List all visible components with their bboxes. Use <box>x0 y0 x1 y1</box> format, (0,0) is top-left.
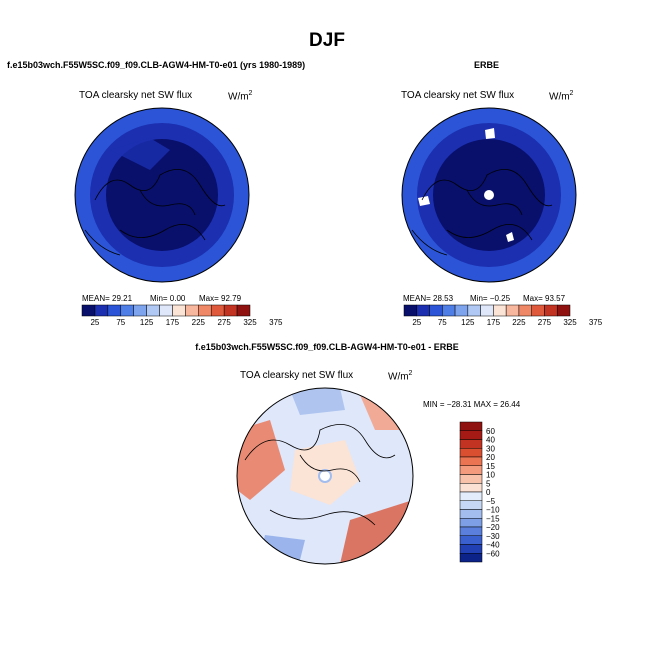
colorbar-tick-label: 375 <box>589 318 603 327</box>
colorbar-tick-label: −30 <box>486 532 500 541</box>
colorbar-swatch <box>236 304 251 317</box>
colorbar-tick-label: 275 <box>217 318 231 327</box>
model-min: Min= 0.00 <box>150 294 186 303</box>
model-case-label: f.e15b03wch.F55W5SC.f09_f09.CLB-AGW4-HM-… <box>7 60 306 70</box>
obs-max: Max= 93.57 <box>523 294 566 303</box>
colorbar-swatch <box>459 430 483 440</box>
colorbar-swatch <box>459 474 483 484</box>
colorbar-tick-label: 125 <box>140 318 154 327</box>
colorbar-tick-label: 25 <box>90 318 99 327</box>
colorbar-tick-label: 175 <box>166 318 180 327</box>
obs-label: ERBE <box>474 60 500 70</box>
colorbar-swatch <box>459 553 483 563</box>
obs-field-title: TOA clearsky net SW flux <box>401 90 515 101</box>
colorbar-swatch <box>459 500 483 510</box>
colorbar-swatch <box>459 448 483 458</box>
colorbar-swatch <box>459 544 483 554</box>
colorbar-tick-label: 10 <box>486 471 495 480</box>
colorbar-tick-label: −40 <box>486 541 500 550</box>
colorbar-swatch <box>459 439 483 449</box>
model-units: W/m2 <box>228 90 253 103</box>
colorbar-tick-label: 0 <box>486 488 491 497</box>
colorbar-tick-label: −10 <box>486 506 500 515</box>
model-mean: MEAN= 29.21 <box>82 294 133 303</box>
colorbar-tick-label: 325 <box>563 318 577 327</box>
obs-coastlines <box>411 168 553 256</box>
colorbar-swatch <box>459 535 483 545</box>
colorbar-swatch <box>459 491 483 501</box>
colorbar-swatch <box>459 526 483 536</box>
colorbar-tick-label: 325 <box>243 318 257 327</box>
colorbar-tick-label: 75 <box>438 318 447 327</box>
colorbar-swatch <box>459 465 483 475</box>
diff-min-max: MIN = −28.31 MAX = 26.44 <box>423 400 521 409</box>
colorbar-swatch <box>459 421 483 431</box>
colorbar-swatch <box>556 304 571 317</box>
figure-title: DJF <box>309 30 345 51</box>
colorbar-tick-label: 40 <box>486 436 495 445</box>
colorbar-swatch <box>459 456 483 466</box>
colorbar-tick-label: −15 <box>486 514 500 523</box>
model-map-patch <box>110 138 170 170</box>
colorbar-tick-label: 20 <box>486 453 495 462</box>
colorbar-tick-label: 225 <box>192 318 206 327</box>
colorbar-tick-label: 25 <box>412 318 421 327</box>
colorbar-swatch <box>459 483 483 493</box>
model-field-title: TOA clearsky net SW flux <box>79 90 193 101</box>
diff-label: f.e15b03wch.F55W5SC.f09_f09.CLB-AGW4-HM-… <box>195 342 459 352</box>
colorbar-tick-label: 75 <box>116 318 125 327</box>
colorbar-tick-label: −60 <box>486 549 500 558</box>
diff-map-pole <box>318 469 332 483</box>
model-coastlines <box>84 168 226 256</box>
diff-coastlines <box>244 423 396 526</box>
colorbar-tick-label: 175 <box>487 318 501 327</box>
diff-field-title: TOA clearsky net SW flux <box>240 370 354 381</box>
diff-cool-north <box>290 388 345 415</box>
colorbar-tick-label: −5 <box>486 497 496 506</box>
diff-units: W/m2 <box>388 370 413 383</box>
colorbar-tick-label: 225 <box>512 318 526 327</box>
colorbar-swatch <box>459 518 483 528</box>
obs-map-missing-pole <box>484 190 494 200</box>
model-map-core <box>106 139 218 251</box>
obs-min: Min= −0.25 <box>470 294 511 303</box>
colorbar-tick-label: 125 <box>461 318 475 327</box>
colorbar-tick-label: 375 <box>269 318 283 327</box>
colorbar-tick-label: −20 <box>486 523 500 532</box>
obs-units: W/m2 <box>549 90 574 103</box>
colorbar-tick-label: 60 <box>486 427 495 436</box>
obs-mean: MEAN= 28.53 <box>403 294 454 303</box>
colorbar-tick-label: 30 <box>486 444 495 453</box>
colorbar-tick-label: 275 <box>538 318 552 327</box>
colorbar-swatch <box>459 509 483 519</box>
model-max: Max= 92.79 <box>199 294 242 303</box>
colorbar-tick-label: 15 <box>486 462 495 471</box>
colorbar-tick-label: 5 <box>486 479 491 488</box>
